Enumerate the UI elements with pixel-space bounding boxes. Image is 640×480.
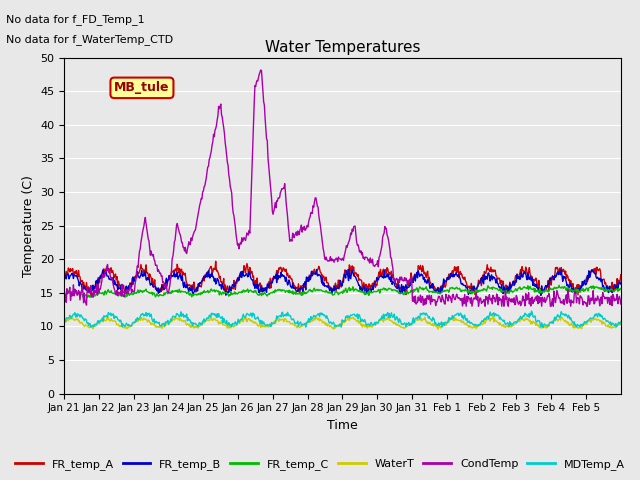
- X-axis label: Time: Time: [327, 419, 358, 432]
- Text: No data for f_FD_Temp_1: No data for f_FD_Temp_1: [6, 14, 145, 25]
- Text: No data for f_WaterTemp_CTD: No data for f_WaterTemp_CTD: [6, 34, 173, 45]
- Y-axis label: Temperature (C): Temperature (C): [22, 175, 35, 276]
- Legend: FR_temp_A, FR_temp_B, FR_temp_C, WaterT, CondTemp, MDTemp_A: FR_temp_A, FR_temp_B, FR_temp_C, WaterT,…: [10, 455, 630, 474]
- Title: Water Temperatures: Water Temperatures: [265, 40, 420, 55]
- Text: MB_tule: MB_tule: [114, 81, 170, 95]
